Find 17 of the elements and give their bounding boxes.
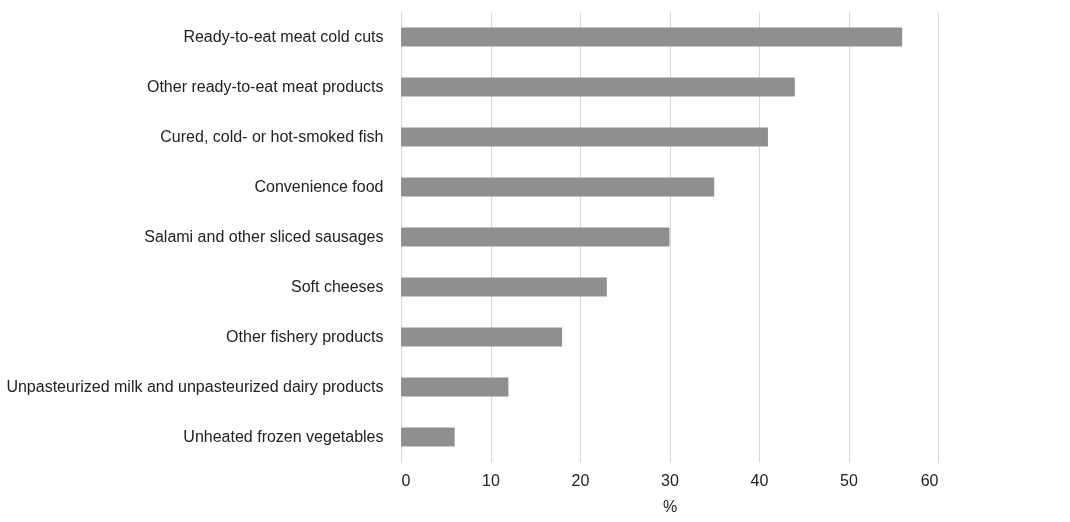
y-tick-label: Soft cheeses — [291, 278, 384, 295]
y-tick-label: Other ready-to-eat meat products — [146, 78, 384, 95]
y-tick-label: Other fishery products — [226, 328, 384, 345]
x-tick-label: 40 — [750, 471, 769, 489]
y-tick-label: Ready-to-eat meat cold cuts — [183, 28, 384, 45]
y-tick-label: Cured, cold- or hot-smoked fish — [160, 128, 384, 145]
x-tick-label: 0 — [401, 471, 411, 489]
y-tick-label: Convenience food — [254, 178, 384, 195]
x-tick-label: 50 — [840, 471, 858, 489]
x-tick-label: 10 — [482, 471, 500, 489]
x-tick-label: 30 — [661, 471, 679, 489]
y-tick-label: Unpasteurized milk and unpasteurized dairy products — [6, 378, 384, 395]
x-tick-label: 60 — [920, 471, 939, 489]
y-tick-label: Salami and other sliced sausages — [144, 228, 384, 245]
x-axis-title: % — [662, 497, 678, 515]
y-tick-label: Unheated frozen vegetables — [183, 428, 384, 445]
x-tick-label: 20 — [571, 471, 590, 489]
